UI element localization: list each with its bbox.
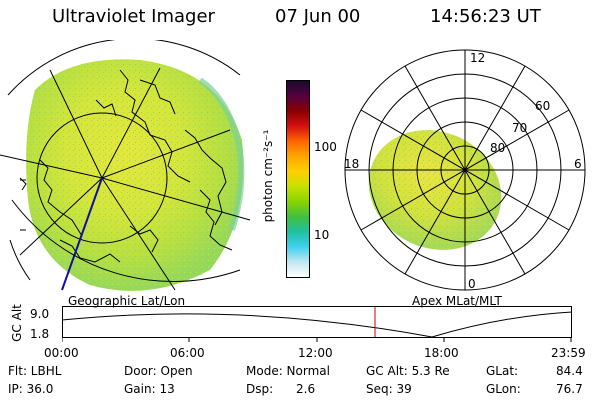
geographic-image-panel	[0, 40, 251, 291]
altitude-ytick-9: 9.0	[30, 307, 50, 321]
apex-panel-label: Apex MLat/MLT	[412, 294, 502, 308]
dsp-value: 2.6	[296, 382, 316, 396]
glon-label: GLon:	[486, 382, 521, 396]
altitude-plot	[62, 306, 573, 342]
glat-label: GLat:	[486, 364, 519, 378]
colorbar-tick-10: 10	[314, 228, 330, 242]
altitude-xtick-0000: 00:00	[44, 346, 79, 360]
filter-info: Flt: LBHL	[8, 364, 62, 378]
mlat-label-60: 60	[535, 99, 550, 113]
glon-value: 76.7	[556, 382, 583, 396]
mode-info: Mode: Normal	[246, 364, 330, 378]
altitude-xtick-0600: 06:00	[170, 346, 205, 360]
observation-date: 07 Jun 00	[275, 6, 361, 27]
dsp-label: Dsp:	[246, 382, 274, 396]
altitude-ytick-1.8: 1.8	[30, 327, 50, 341]
gain-info: Gain: 13	[124, 382, 175, 396]
mlt-label-12: 12	[470, 51, 485, 65]
altitude-xtick-1200: 12:00	[298, 346, 333, 360]
mlat-label-70: 70	[512, 121, 527, 135]
instrument-title: Ultraviolet Imager	[52, 6, 215, 27]
altitude-ylabel: GC Alt	[10, 304, 24, 342]
gcalt-info: GC Alt: 5.3 Re	[366, 364, 450, 378]
mlat-label-80: 80	[490, 141, 505, 155]
mlt-label-0: 0	[468, 277, 476, 291]
door-info: Door: Open	[124, 364, 193, 378]
altitude-xtick-1800: 18:00	[424, 346, 459, 360]
ip-info: IP: 36.0	[8, 382, 54, 396]
seq-info: Seq: 39	[366, 382, 412, 396]
colorbar-tick-100: 100	[314, 140, 337, 154]
altitude-xtick-2359: 23:59	[551, 346, 586, 360]
geographic-panel-label: Geographic Lat/Lon	[68, 294, 186, 308]
mlt-label-18: 18	[344, 157, 359, 171]
colorbar	[286, 80, 310, 278]
colorbar-unit-label: photon cm⁻²s⁻¹	[261, 129, 275, 223]
observation-time: 14:56:23 UT	[430, 6, 541, 27]
glat-value: 84.4	[556, 364, 583, 378]
mlt-label-6: 6	[574, 157, 582, 171]
polar-mlt-panel: 12 18 6 0 60 70 80	[344, 49, 586, 291]
